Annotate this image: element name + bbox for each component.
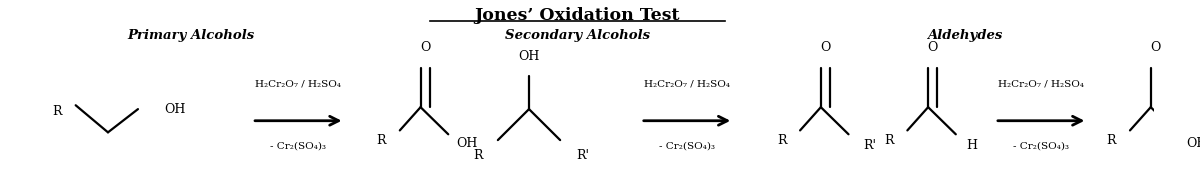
Text: R: R bbox=[776, 134, 786, 147]
Text: R: R bbox=[53, 105, 62, 118]
Text: - Cr₂(SO₄)₃: - Cr₂(SO₄)₃ bbox=[1013, 141, 1069, 150]
Text: R: R bbox=[1106, 134, 1116, 147]
Text: H: H bbox=[966, 139, 978, 152]
Text: H₂Cr₂O₇ / H₂SO₄: H₂Cr₂O₇ / H₂SO₄ bbox=[998, 79, 1084, 89]
Text: OH: OH bbox=[1187, 137, 1200, 151]
Text: OH: OH bbox=[456, 137, 478, 151]
Text: R: R bbox=[474, 149, 482, 162]
Text: Secondary Alcohols: Secondary Alcohols bbox=[505, 29, 650, 42]
Text: R': R' bbox=[577, 149, 589, 162]
Text: R: R bbox=[377, 134, 386, 147]
Text: R': R' bbox=[863, 139, 876, 152]
Text: Aldehydes: Aldehydes bbox=[928, 29, 1003, 42]
Text: H₂Cr₂O₇ / H₂SO₄: H₂Cr₂O₇ / H₂SO₄ bbox=[256, 79, 341, 89]
Text: O: O bbox=[821, 41, 830, 54]
Text: OH: OH bbox=[164, 103, 186, 116]
Text: O: O bbox=[928, 41, 938, 54]
Text: O: O bbox=[420, 41, 431, 54]
Text: - Cr₂(SO₄)₃: - Cr₂(SO₄)₃ bbox=[659, 141, 715, 150]
Text: - Cr₂(SO₄)₃: - Cr₂(SO₄)₃ bbox=[270, 141, 326, 150]
Text: Primary Alcohols: Primary Alcohols bbox=[127, 29, 254, 42]
Text: O: O bbox=[1150, 41, 1160, 54]
Text: OH: OH bbox=[518, 50, 540, 63]
Text: R: R bbox=[884, 134, 894, 147]
Text: H₂Cr₂O₇ / H₂SO₄: H₂Cr₂O₇ / H₂SO₄ bbox=[644, 79, 730, 89]
Text: Jones’ Oxidation Test: Jones’ Oxidation Test bbox=[475, 6, 680, 24]
